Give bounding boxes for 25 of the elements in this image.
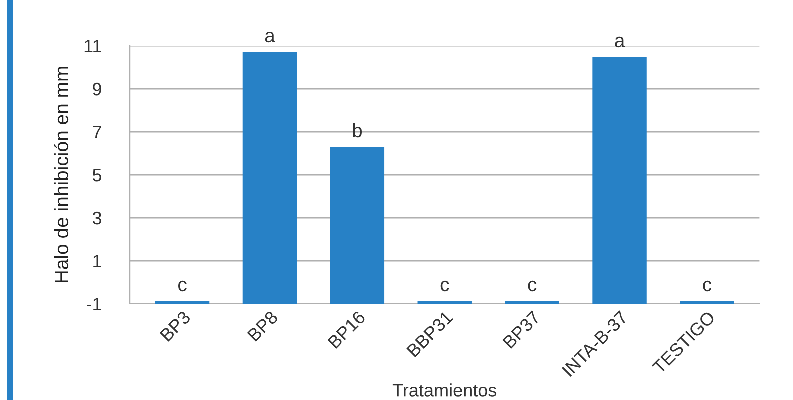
y-axis-title: Halo de inhibición en mm xyxy=(54,67,69,283)
x-tick-label: BP3 xyxy=(160,310,192,342)
y-tick-label: -1 xyxy=(87,298,102,311)
y-tick-label: 5 xyxy=(92,169,102,182)
x-tick-label: BP8 xyxy=(247,310,279,342)
bar xyxy=(242,52,298,304)
y-tick-label: 9 xyxy=(93,82,102,96)
bar xyxy=(592,56,647,304)
bar xyxy=(680,300,734,304)
x-axis-title: Tratamientos xyxy=(392,384,497,397)
bar xyxy=(155,300,210,304)
annotation: b xyxy=(353,123,362,138)
bar xyxy=(330,147,385,304)
y-tick-label: 3 xyxy=(92,212,102,225)
y-tick-label: 7 xyxy=(93,126,102,139)
bar xyxy=(505,300,560,304)
y-tick-label: 11 xyxy=(84,40,102,53)
annotation: c xyxy=(703,280,712,292)
bar xyxy=(418,300,472,304)
annotation: a xyxy=(265,32,276,43)
annotation: c xyxy=(440,280,450,292)
annotation: a xyxy=(615,36,626,48)
y-tick-label: 1 xyxy=(94,255,102,268)
annotation: c xyxy=(178,280,187,292)
annotation: c xyxy=(528,280,537,292)
